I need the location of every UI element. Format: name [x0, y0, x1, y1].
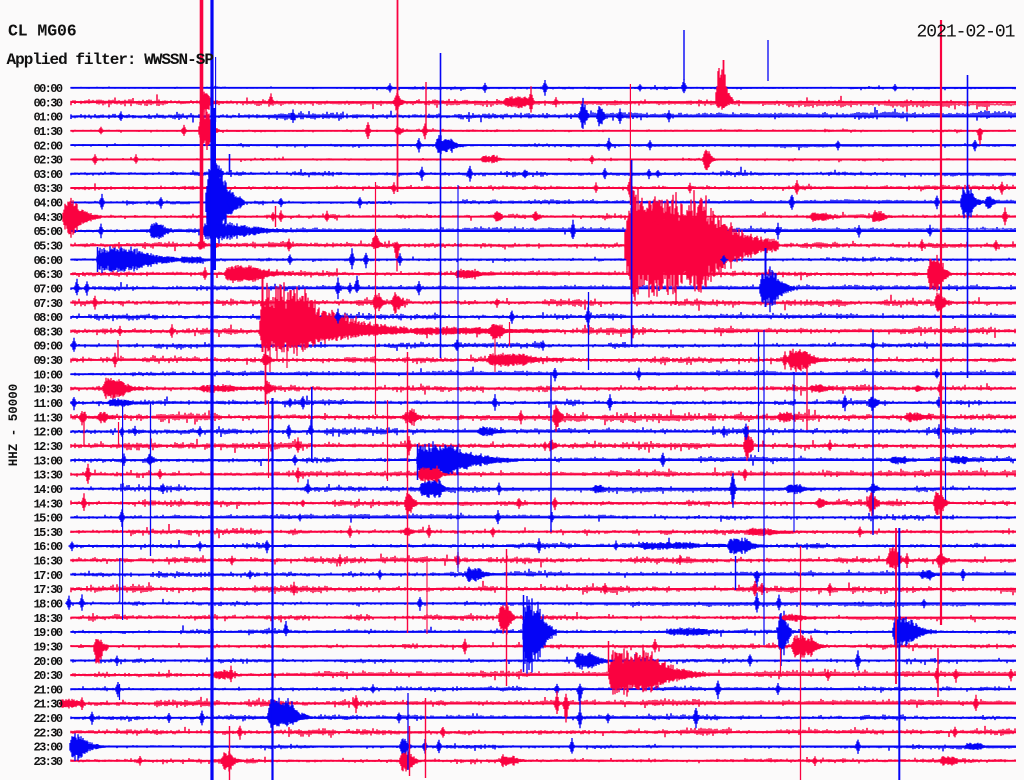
svg-text:10:00: 10:00 — [33, 368, 62, 382]
svg-text:06:30: 06:30 — [33, 268, 62, 282]
svg-text:13:00: 13:00 — [33, 454, 62, 468]
svg-text:23:00: 23:00 — [33, 741, 62, 755]
svg-text:21:30: 21:30 — [33, 698, 62, 712]
svg-text:23:30: 23:30 — [33, 755, 62, 769]
svg-text:18:00: 18:00 — [33, 598, 62, 612]
svg-text:04:30: 04:30 — [33, 211, 62, 225]
svg-text:00:30: 00:30 — [33, 96, 62, 110]
svg-text:05:00: 05:00 — [33, 225, 62, 239]
svg-text:12:30: 12:30 — [33, 440, 62, 454]
svg-text:HHZ - 50000: HHZ - 50000 — [7, 384, 21, 467]
svg-text:19:00: 19:00 — [33, 626, 62, 640]
svg-text:Applied filter: WWSSN-SP: Applied filter: WWSSN-SP — [7, 51, 214, 69]
svg-text:15:00: 15:00 — [33, 512, 62, 526]
svg-text:14:30: 14:30 — [33, 497, 62, 511]
svg-text:17:00: 17:00 — [33, 569, 62, 583]
svg-text:05:30: 05:30 — [33, 240, 62, 254]
svg-text:19:30: 19:30 — [33, 640, 62, 654]
svg-text:2021-02-01: 2021-02-01 — [916, 23, 1014, 43]
svg-text:02:30: 02:30 — [33, 154, 62, 168]
svg-text:CL MG06: CL MG06 — [8, 22, 77, 41]
svg-text:09:00: 09:00 — [33, 340, 62, 354]
svg-text:01:30: 01:30 — [33, 125, 62, 139]
svg-text:01:00: 01:00 — [33, 111, 62, 125]
svg-text:07:00: 07:00 — [33, 283, 62, 297]
svg-text:08:30: 08:30 — [33, 325, 62, 339]
svg-text:04:00: 04:00 — [33, 197, 62, 211]
svg-text:22:00: 22:00 — [33, 712, 62, 726]
svg-text:20:00: 20:00 — [33, 655, 62, 669]
svg-text:18:30: 18:30 — [33, 612, 62, 626]
svg-text:03:30: 03:30 — [33, 182, 62, 196]
svg-text:16:30: 16:30 — [33, 555, 62, 569]
svg-text:11:30: 11:30 — [33, 411, 62, 425]
svg-text:22:30: 22:30 — [33, 726, 62, 740]
svg-text:11:00: 11:00 — [33, 397, 62, 411]
svg-text:06:00: 06:00 — [33, 254, 62, 268]
svg-text:16:00: 16:00 — [33, 540, 62, 554]
svg-text:13:30: 13:30 — [33, 469, 62, 483]
svg-text:07:30: 07:30 — [33, 297, 62, 311]
svg-text:10:30: 10:30 — [33, 383, 62, 397]
svg-text:03:00: 03:00 — [33, 168, 62, 182]
svg-text:17:30: 17:30 — [33, 583, 62, 597]
svg-text:20:30: 20:30 — [33, 669, 62, 683]
svg-text:08:00: 08:00 — [33, 311, 62, 325]
svg-text:00:00: 00:00 — [33, 82, 62, 96]
svg-text:12:00: 12:00 — [33, 426, 62, 440]
svg-text:15:30: 15:30 — [33, 526, 62, 540]
svg-text:09:30: 09:30 — [33, 354, 62, 368]
svg-text:14:00: 14:00 — [33, 483, 62, 497]
svg-text:02:00: 02:00 — [33, 139, 62, 153]
svg-text:21:00: 21:00 — [33, 683, 62, 697]
